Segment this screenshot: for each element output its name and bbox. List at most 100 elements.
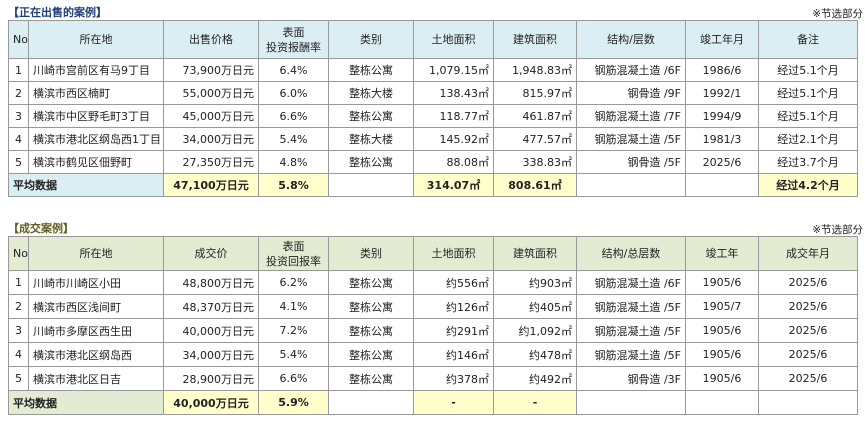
- cell: 钢筋混凝土造 /5F: [576, 127, 686, 151]
- data-row: 2 横滨市西区浅间町 48,370万日元 4.1% 整栋公寓 约126㎡ 约405㎡ 钢筋混凝…: [8, 294, 858, 319]
- cell: 约126㎡: [413, 294, 494, 319]
- cell: 川崎市川崎区小田: [28, 270, 164, 295]
- cell: 约1,092㎡: [493, 318, 577, 343]
- cell: 约478㎡: [493, 342, 577, 367]
- cell: 1905/6: [685, 270, 759, 295]
- cell: 461.87㎡: [493, 104, 577, 128]
- cell: 6.6%: [258, 104, 329, 128]
- cell: 5.4%: [258, 127, 329, 151]
- section-title: 【成交案例】: [8, 222, 74, 235]
- cell: 2025/6: [758, 366, 858, 391]
- data-table: No 所在地 成交价 表面 投资回报率 类别 土地面积 建筑面积 结构/总层数 竣工年 成交年月 1…: [8, 236, 858, 415]
- empty-cell: [328, 390, 414, 415]
- caption: 【成交案例】 ※节选部分: [8, 218, 863, 236]
- column-header: 类别: [328, 236, 414, 271]
- cell: 约378㎡: [413, 366, 494, 391]
- average-cell: -: [413, 390, 494, 415]
- cell: 横滨市港北区纲岛西: [28, 342, 164, 367]
- cell: 1: [8, 58, 29, 82]
- cell: 钢筋混凝土造 /6F: [576, 58, 686, 82]
- column-header: 出售价格: [163, 20, 259, 59]
- data-row: 4 横滨市港北区纲岛西1丁目 34,000万日元 5.4% 整栋大楼 145.92㎡ 477…: [8, 127, 858, 151]
- data-row: 3 横滨市中区野毛町3丁目 45,000万日元 6.6% 整栋公寓 118.77㎡ 461.…: [8, 104, 858, 128]
- cell: 48,800万日元: [163, 270, 259, 295]
- cell: 2025/6: [758, 342, 858, 367]
- cell: 约291㎡: [413, 318, 494, 343]
- cell: 6.4%: [258, 58, 329, 82]
- cell: 整栋公寓: [328, 270, 414, 295]
- empty-cell: [685, 390, 759, 415]
- cell: 6.6%: [258, 366, 329, 391]
- cell: 338.83㎡: [493, 150, 577, 174]
- cell: 1,948.83㎡: [493, 58, 577, 82]
- average-row: 平均数据 47,100万日元 5.8% 314.07㎡ 808.61㎡ 经过4.2个月: [8, 173, 858, 197]
- cell: 整栋大楼: [328, 127, 414, 151]
- cell: 5.4%: [258, 342, 329, 367]
- cell: 经过2.1个月: [758, 127, 858, 151]
- cell: 整栋公寓: [328, 58, 414, 82]
- cell: 5: [8, 150, 29, 174]
- data-table: No 所在地 出售价格 表面 投资报酬率 类别 土地面积 建筑面积 结构/层数 竣工年月 备注 1 川…: [8, 20, 858, 197]
- average-row: 平均数据 40,000万日元 5.9% - -: [8, 390, 858, 415]
- cell: 整栋公寓: [328, 366, 414, 391]
- cell: 整栋公寓: [328, 342, 414, 367]
- cell: 横滨市鹤见区佃野町: [28, 150, 164, 174]
- cell: 经过5.1个月: [758, 81, 858, 105]
- cell: 整栋大楼: [328, 81, 414, 105]
- cell: 川崎市宫前区有马9丁目: [28, 58, 164, 82]
- cell: 钢筋混凝土造 /7F: [576, 104, 686, 128]
- cell: 4.1%: [258, 294, 329, 319]
- section-title: 【正在出售的案例】: [8, 6, 107, 19]
- data-row: 1 川崎市宫前区有马9丁目 73,900万日元 6.4% 整栋公寓 1,079.15㎡ 1,…: [8, 58, 858, 82]
- section-note: ※节选部分: [812, 224, 863, 236]
- average-cell: 808.61㎡: [493, 173, 577, 197]
- cell: 约556㎡: [413, 270, 494, 295]
- data-row: 4 横滨市港北区纲岛西 34,000万日元 5.4% 整栋公寓 约146㎡ 约478㎡ 钢筋混…: [8, 342, 858, 367]
- cell: 73,900万日元: [163, 58, 259, 82]
- cell: 钢筋混凝土造 /6F: [576, 270, 686, 295]
- cell: 整栋公寓: [328, 104, 414, 128]
- cell: 5: [8, 366, 29, 391]
- empty-cell: [576, 173, 686, 197]
- cell: 1905/6: [685, 366, 759, 391]
- cell: 55,000万日元: [163, 81, 259, 105]
- column-header: 类别: [328, 20, 414, 59]
- cell: 约903㎡: [493, 270, 577, 295]
- column-header: 结构/层数: [576, 20, 686, 59]
- cell: 4: [8, 127, 29, 151]
- cell: 45,000万日元: [163, 104, 259, 128]
- cell: 3: [8, 318, 29, 343]
- column-header: 竣工年月: [685, 20, 759, 59]
- column-header: 建筑面积: [493, 236, 577, 271]
- cell: 3: [8, 104, 29, 128]
- empty-cell: [685, 173, 759, 197]
- closed-section: 【成交案例】 ※节选部分 No 所在地 成交价 表面 投资回报率 类别 土地面积 建筑面积结…: [8, 218, 863, 415]
- cell: 横滨市港北区纲岛西1丁目: [28, 127, 164, 151]
- cell: 6.0%: [258, 81, 329, 105]
- average-cell: 平均数据: [8, 390, 164, 415]
- average-cell: 47,100万日元: [163, 173, 259, 197]
- average-cell: 经过4.2个月: [758, 173, 858, 197]
- cell: 1986/6: [685, 58, 759, 82]
- column-header: 表面 投资回报率: [258, 236, 329, 271]
- cell: 1992/1: [685, 81, 759, 105]
- cell: 整栋公寓: [328, 318, 414, 343]
- header-row: No 所在地 出售价格 表面 投资报酬率 类别 土地面积 建筑面积 结构/层数 竣工年月 备注: [8, 20, 858, 59]
- average-cell: 5.8%: [258, 173, 329, 197]
- cell: 1905/6: [685, 318, 759, 343]
- cell: 118.77㎡: [413, 104, 494, 128]
- cell: 1994/9: [685, 104, 759, 128]
- cell: 经过5.1个月: [758, 104, 858, 128]
- column-header: 所在地: [28, 20, 164, 59]
- cell: 138.43㎡: [413, 81, 494, 105]
- average-cell: -: [493, 390, 577, 415]
- average-cell: 5.9%: [258, 390, 329, 415]
- cell: 145.92㎡: [413, 127, 494, 151]
- cell: 477.57㎡: [493, 127, 577, 151]
- cell: 1981/3: [685, 127, 759, 151]
- cell: 钢筋混凝土造 /5F: [576, 294, 686, 319]
- average-cell: 平均数据: [8, 173, 164, 197]
- cell: 28,900万日元: [163, 366, 259, 391]
- cell: 48,370万日元: [163, 294, 259, 319]
